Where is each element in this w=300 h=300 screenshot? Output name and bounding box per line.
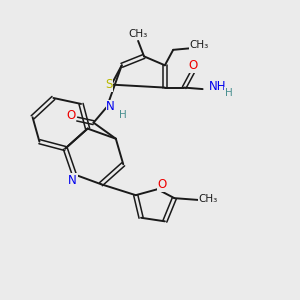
Text: N: N [106,100,115,113]
Text: O: O [67,109,76,122]
Text: CH₃: CH₃ [189,40,209,50]
Text: CH₃: CH₃ [198,194,217,204]
Text: O: O [188,59,197,72]
Text: CH₃: CH₃ [128,29,148,39]
Text: H: H [119,110,127,120]
Text: S: S [105,78,113,91]
Text: N: N [68,174,77,187]
Text: H: H [225,88,233,98]
Text: O: O [157,178,167,191]
Text: NH: NH [209,80,226,93]
